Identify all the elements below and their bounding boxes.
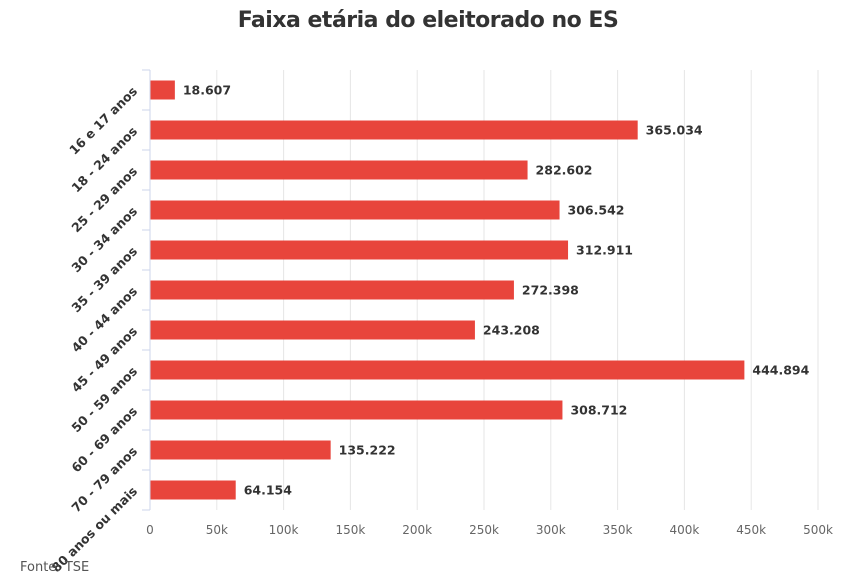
- bar: [150, 160, 528, 180]
- chart-title: Faixa etária do eleitorado no ES: [237, 8, 619, 33]
- bar: [150, 320, 475, 340]
- category-label: 16 e 17 anos: [66, 84, 140, 158]
- data-label: 272.398: [522, 283, 579, 298]
- bar: [150, 120, 638, 140]
- data-label: 18.607: [183, 83, 231, 98]
- x-tick-label: 250k: [469, 523, 499, 537]
- x-tick-label: 300k: [536, 523, 566, 537]
- x-tick-label: 450k: [736, 523, 766, 537]
- bar: [150, 280, 514, 300]
- x-tick-label: 50k: [206, 523, 228, 537]
- bar: [150, 200, 560, 220]
- x-tick-label: 400k: [669, 523, 699, 537]
- data-label: 365.034: [646, 123, 703, 138]
- bar: [150, 440, 331, 460]
- bar: [150, 240, 569, 260]
- bar: [150, 480, 236, 500]
- data-label: 444.894: [752, 363, 809, 378]
- data-label: 282.602: [536, 163, 593, 178]
- bar: [150, 80, 175, 100]
- x-tick-label: 500k: [803, 523, 833, 537]
- bar: [150, 400, 563, 420]
- data-label: 135.222: [339, 443, 396, 458]
- data-label: 312.911: [576, 243, 633, 258]
- data-label: 64.154: [244, 483, 293, 498]
- bars: 18.607 365.034 282.602 306.542 312.911 272.39…: [150, 80, 810, 500]
- x-tick-label: 200k: [402, 523, 432, 537]
- x-tick-label: 150k: [335, 523, 365, 537]
- x-tick-label: 350k: [603, 523, 633, 537]
- x-tick-label: 0: [146, 523, 154, 537]
- bar: [150, 360, 745, 380]
- data-label: 306.542: [568, 203, 625, 218]
- data-label: 308.712: [570, 403, 627, 418]
- data-label: 243.208: [483, 323, 540, 338]
- x-tick-label: 100k: [269, 523, 299, 537]
- source-note: Fonte: TSE: [20, 560, 90, 575]
